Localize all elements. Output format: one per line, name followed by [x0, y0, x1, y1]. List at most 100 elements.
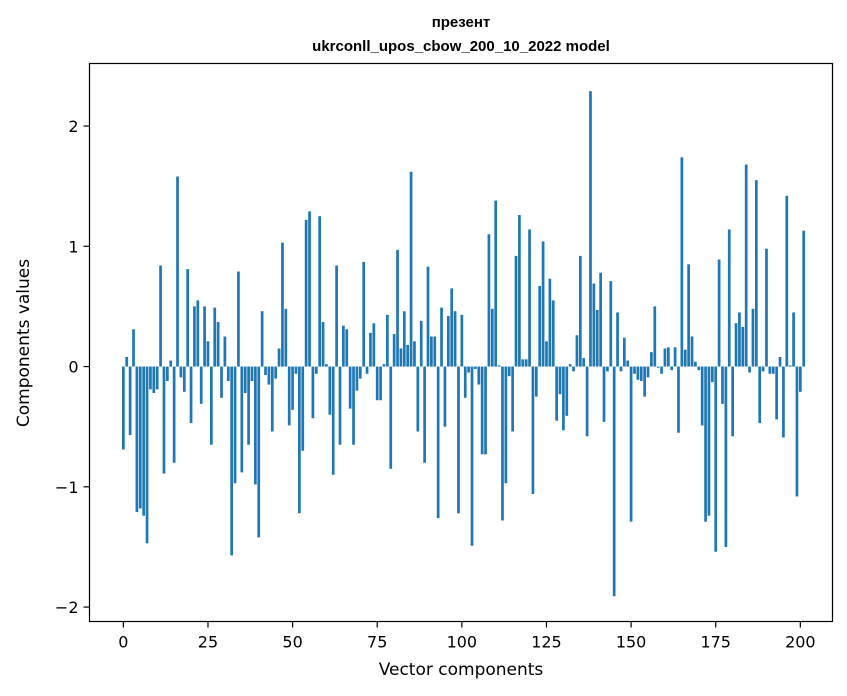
bar-124 [541, 241, 545, 367]
bar-184 [744, 164, 748, 367]
bar-29 [220, 366, 223, 398]
bar-165 [680, 157, 684, 367]
bar-21 [193, 306, 196, 367]
bar-183 [741, 326, 745, 367]
bar-104 [474, 366, 477, 369]
bar-9 [152, 366, 156, 394]
bar-54 [304, 219, 308, 367]
bar-87 [416, 366, 420, 432]
bar-20 [189, 366, 193, 424]
bar-192 [771, 366, 775, 374]
bar-201 [802, 230, 806, 367]
bar-145 [612, 366, 616, 597]
bar-30 [223, 336, 227, 367]
bar-143 [606, 366, 609, 372]
bar-6 [142, 366, 146, 516]
bar-90 [426, 266, 430, 367]
bar-49 [287, 366, 291, 426]
bar-156 [650, 352, 653, 367]
bar-5 [138, 366, 142, 509]
bar-121 [531, 366, 535, 495]
bar-161 [666, 347, 670, 367]
bar-139 [592, 283, 596, 367]
bar-118 [521, 359, 525, 367]
bar-50 [291, 366, 294, 410]
bar-134 [575, 335, 579, 367]
bar-62 [331, 366, 335, 475]
bar-151 [633, 366, 636, 374]
bar-191 [768, 366, 772, 374]
bar-37 [247, 366, 250, 445]
bar-170 [697, 366, 701, 371]
bar-147 [619, 366, 623, 372]
bar-148 [622, 337, 626, 367]
bar-176 [717, 259, 721, 367]
bar-12 [162, 366, 166, 474]
bar-123 [538, 285, 542, 367]
bar-70 [358, 366, 362, 379]
bar-14 [169, 360, 173, 367]
bar-106 [480, 366, 484, 455]
bar-162 [670, 366, 674, 371]
bar-0 [122, 366, 125, 450]
bar-83 [402, 311, 406, 367]
bar-24 [203, 306, 206, 367]
x-tick-label-5: 125 [531, 633, 562, 652]
bar-179 [727, 229, 731, 367]
chart-title: презент [432, 14, 491, 31]
bar-33 [233, 366, 237, 484]
bar-44 [270, 366, 274, 432]
bar-197 [788, 365, 792, 367]
bar-63 [335, 265, 338, 367]
bar-79 [389, 366, 393, 469]
bar-66 [345, 329, 349, 367]
bar-171 [700, 366, 704, 426]
bar-187 [754, 180, 758, 367]
bar-11 [159, 265, 162, 367]
bar-144 [609, 281, 613, 367]
bar-175 [714, 366, 718, 552]
bar-76 [379, 366, 382, 401]
bar-57 [314, 366, 318, 374]
bar-32 [230, 366, 234, 556]
bar-194 [778, 356, 782, 367]
bar-130 [562, 366, 565, 431]
bar-135 [578, 255, 582, 367]
x-axis-label: Vector components [379, 660, 544, 680]
bar-73 [369, 332, 372, 367]
bar-178 [724, 366, 728, 547]
bar-168 [690, 336, 694, 367]
bar-58 [318, 216, 322, 367]
bar-18 [182, 366, 186, 392]
bar-174 [710, 366, 714, 383]
y-tick-label-0: −2 [55, 598, 79, 617]
x-tick-label-2: 50 [282, 633, 302, 652]
bar-131 [565, 366, 569, 416]
bar-160 [663, 348, 667, 367]
bar-78 [386, 314, 389, 367]
bar-72 [365, 366, 369, 374]
bar-47 [281, 242, 284, 367]
bar-102 [467, 366, 470, 373]
bar-92 [433, 336, 437, 367]
bar-169 [694, 361, 697, 367]
bar-166 [683, 349, 687, 367]
bar-198 [792, 312, 795, 367]
bar-199 [795, 366, 799, 497]
bar-114 [507, 366, 511, 377]
bar-38 [250, 366, 254, 381]
bar-108 [487, 234, 491, 367]
bar-125 [545, 341, 548, 367]
bar-88 [419, 320, 423, 367]
bar-109 [490, 308, 494, 367]
bar-177 [721, 366, 724, 404]
y-axis-label: Components values [14, 259, 34, 427]
bar-68 [352, 366, 355, 445]
bar-105 [477, 366, 481, 385]
bar-69 [355, 366, 359, 391]
y-tick-label-4: 2 [68, 117, 78, 136]
bar-140 [595, 310, 599, 367]
bar-45 [274, 366, 278, 379]
bar-190 [765, 248, 768, 367]
